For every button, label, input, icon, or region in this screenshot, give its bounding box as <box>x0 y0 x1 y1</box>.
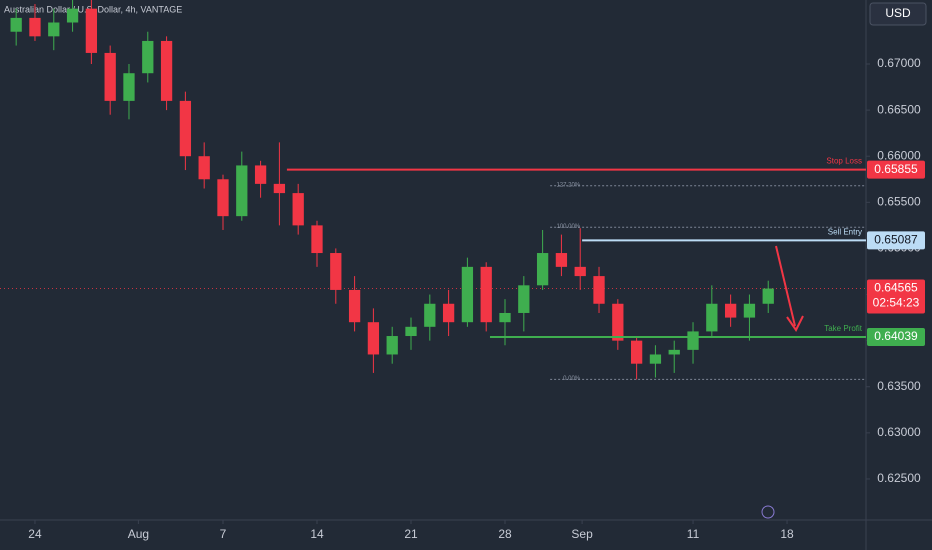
price-box-label: 0.64039 <box>874 329 918 343</box>
candle-body <box>330 253 342 290</box>
event-icon[interactable] <box>761 505 775 519</box>
price-box <box>867 231 925 250</box>
candle-body <box>687 331 699 350</box>
fib-label: 100.00% <box>556 224 580 230</box>
level-name: Stop Loss <box>826 157 862 166</box>
candle-body <box>536 253 549 286</box>
countdown-label: 02:54:23 <box>873 296 920 310</box>
candle-body <box>123 73 135 101</box>
candle-body <box>424 303 436 327</box>
candle-body <box>292 193 304 226</box>
currency-label[interactable]: USD <box>885 6 911 20</box>
candle-body <box>593 276 605 304</box>
candle-body <box>555 253 568 267</box>
x-tick-label: 7 <box>220 527 227 541</box>
x-tick-label: Aug <box>128 527 149 541</box>
y-tick-label: 0.67000 <box>877 56 921 70</box>
candle-body <box>29 17 41 37</box>
y-tick-label: 0.66500 <box>877 102 921 116</box>
candle-body <box>160 40 173 101</box>
candle-body <box>762 288 774 304</box>
candle-body <box>254 165 267 184</box>
fib-label: 0.00% <box>563 376 581 382</box>
candle-body <box>367 322 380 355</box>
price-box-label: 0.65087 <box>874 233 918 247</box>
price-box-label: 0.65855 <box>874 162 918 176</box>
candle-body <box>499 312 511 323</box>
candle-body <box>348 289 361 323</box>
y-tick-label: 0.66000 <box>877 148 921 162</box>
x-tick-label: 18 <box>780 527 794 541</box>
fib-label: 127.20% <box>556 182 580 188</box>
x-tick-label: 14 <box>310 527 324 541</box>
candle-body <box>85 8 98 53</box>
candle-body <box>179 100 192 157</box>
x-tick-label: 21 <box>404 527 418 541</box>
level-name: Sell Entry <box>828 228 862 237</box>
y-tick-label: 0.62500 <box>877 471 921 485</box>
candle-body <box>612 303 624 341</box>
arrow-head <box>786 315 804 332</box>
x-tick-label: 24 <box>28 527 42 541</box>
candle-body <box>668 349 680 355</box>
candle-body <box>236 165 248 217</box>
candle-body <box>273 183 286 194</box>
price-box <box>867 160 925 179</box>
candle-body <box>649 354 662 364</box>
candle-body <box>574 266 586 277</box>
candle-body <box>724 303 737 318</box>
candle-body <box>48 22 60 37</box>
currency-button[interactable] <box>869 2 927 26</box>
y-tick-label: 0.63500 <box>877 379 921 393</box>
candle-body <box>518 285 530 313</box>
last-price-box <box>867 279 925 314</box>
candle-body <box>706 303 718 332</box>
red-arrow <box>775 245 804 332</box>
candle-body <box>142 40 154 74</box>
candle-body <box>630 340 643 364</box>
candle-body <box>743 303 756 318</box>
level-name: Take Profit <box>824 324 863 333</box>
x-tick-label: 11 <box>687 527 700 541</box>
candle-body <box>198 156 210 180</box>
candle-body <box>10 17 22 32</box>
last-price-label: 0.64565 <box>874 281 918 295</box>
candle-body <box>461 266 474 323</box>
x-tick-label: 28 <box>498 527 512 541</box>
candle-body <box>104 52 116 101</box>
candle-body <box>217 179 229 217</box>
candle-body <box>442 303 455 323</box>
y-tick-label: 0.63000 <box>877 425 921 439</box>
candle-body <box>480 266 492 323</box>
candle-body <box>66 8 79 23</box>
candle-body <box>405 326 417 337</box>
candle-body <box>311 225 323 254</box>
arrow-shaft <box>775 245 796 327</box>
x-tick-label: Sep <box>571 527 593 541</box>
y-tick-label: 0.65500 <box>877 194 921 208</box>
candle-body <box>386 336 398 355</box>
price-box <box>867 328 925 347</box>
